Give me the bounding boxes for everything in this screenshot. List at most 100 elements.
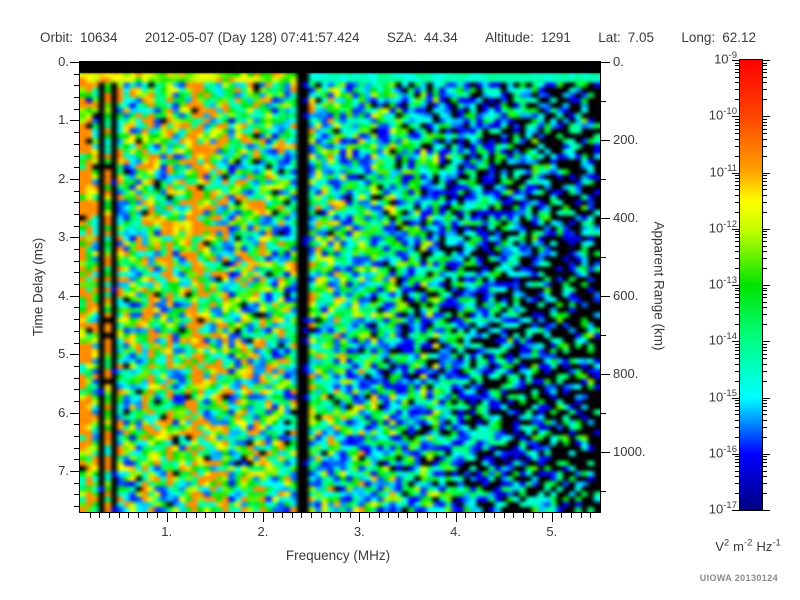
axis-tick	[763, 301, 767, 303]
axis-tick	[166, 513, 168, 522]
axis-tick	[763, 353, 767, 355]
axis-tick	[763, 231, 767, 233]
header-field: Orbit: 10634	[40, 30, 118, 45]
colorbar-tick-label: 10-12	[708, 218, 737, 236]
axis-tick	[763, 397, 770, 399]
y-axis-title-right: Apparent Range (km)	[651, 221, 667, 351]
axis-tick	[70, 412, 79, 414]
y-left-tick-label: 6.	[58, 404, 69, 420]
axis-tick	[763, 228, 770, 230]
y-left-tick-label: 4.	[58, 287, 69, 303]
axis-tick	[763, 343, 767, 345]
axis-tick	[330, 513, 332, 518]
axis-tick	[763, 258, 767, 260]
axis-tick	[301, 513, 303, 518]
axis-tick	[436, 513, 438, 518]
axis-tick	[378, 513, 380, 518]
axis-tick	[349, 513, 351, 518]
axis-tick	[732, 510, 739, 511]
axis-tick	[763, 419, 767, 421]
axis-tick	[732, 228, 739, 230]
axis-tick	[590, 513, 592, 518]
y-left-tick-label: 7.	[58, 463, 69, 479]
axis-tick	[763, 201, 767, 203]
axis-tick	[732, 453, 739, 455]
axis-tick	[185, 513, 187, 518]
axis-tick	[763, 349, 767, 351]
header-field: SZA: 44.34	[386, 30, 458, 45]
axis-tick	[763, 89, 767, 91]
axis-tick	[763, 409, 767, 411]
axis-tick	[763, 181, 767, 183]
colorbar-tick-label: 10-11	[709, 162, 738, 179]
axis-tick	[763, 138, 767, 140]
axis-tick	[455, 513, 457, 522]
axis-tick	[763, 290, 767, 292]
axis-tick	[763, 400, 767, 402]
axis-tick	[763, 155, 767, 157]
axis-tick	[763, 426, 767, 428]
axis-tick	[474, 513, 476, 518]
colorbar-tick-label: 10-16	[708, 443, 737, 461]
axis-tick	[513, 513, 515, 518]
axis-tick	[763, 124, 767, 126]
axis-tick	[532, 513, 534, 518]
axis-tick	[763, 128, 767, 130]
axis-tick	[763, 251, 767, 253]
axis-tick	[147, 513, 149, 518]
axis-tick	[262, 513, 264, 522]
axis-tick	[551, 513, 553, 522]
axis-tick	[763, 466, 767, 468]
axis-tick	[732, 341, 739, 343]
axis-tick	[732, 397, 739, 399]
axis-tick	[763, 370, 767, 372]
axis-tick	[128, 513, 130, 518]
axis-tick	[763, 402, 767, 404]
axis-tick	[763, 341, 770, 343]
axis-tick	[763, 483, 767, 485]
axis-tick	[561, 513, 563, 518]
x-tick-label: 4.	[450, 524, 461, 539]
colorbar-tick-label: 10-14	[708, 331, 737, 348]
axis-tick	[70, 178, 79, 180]
colorbar-tick-label: 10-13	[708, 275, 737, 292]
axis-tick	[763, 314, 767, 316]
unit-part: V2	[715, 538, 730, 555]
axis-tick	[763, 307, 767, 309]
axis-tick	[99, 513, 101, 518]
axis-tick	[763, 358, 767, 360]
axis-tick	[108, 513, 110, 518]
axis-tick	[234, 513, 236, 518]
axis-tick	[763, 189, 767, 191]
axis-tick	[494, 513, 496, 518]
axis-tick	[445, 513, 447, 518]
colorbar-units-label: V2 m-2 Hz-1	[715, 538, 785, 554]
spectrogram-canvas	[80, 62, 600, 512]
y-left-tick-label: 1.	[58, 112, 69, 128]
axis-tick	[763, 234, 767, 236]
axis-tick	[763, 456, 767, 458]
axis-tick	[282, 513, 284, 518]
axis-tick	[763, 118, 767, 120]
axis-tick	[763, 510, 770, 511]
axis-tick	[397, 513, 399, 518]
axis-tick	[253, 513, 255, 518]
axis-tick	[763, 99, 767, 101]
axis-tick	[601, 256, 606, 258]
axis-tick	[763, 363, 767, 365]
axis-tick	[340, 513, 341, 518]
x-tick-label: 1.	[161, 524, 173, 539]
y-left-tick-label: 5.	[58, 346, 69, 362]
y-right-tick-label: 400.	[613, 209, 639, 225]
axis-tick	[601, 295, 610, 297]
axis-tick	[157, 513, 159, 518]
axis-tick	[580, 513, 582, 518]
header-field: Altitude: 1291	[485, 30, 571, 45]
axis-tick	[522, 513, 524, 518]
colorbar-tick-label: 10-15	[708, 387, 737, 404]
axis-tick	[763, 145, 767, 147]
credit-stamp: UIOWA 20130124	[699, 573, 778, 583]
axis-tick	[571, 513, 573, 518]
axis-tick	[176, 513, 178, 518]
x-tick-label: 2.	[257, 524, 269, 539]
